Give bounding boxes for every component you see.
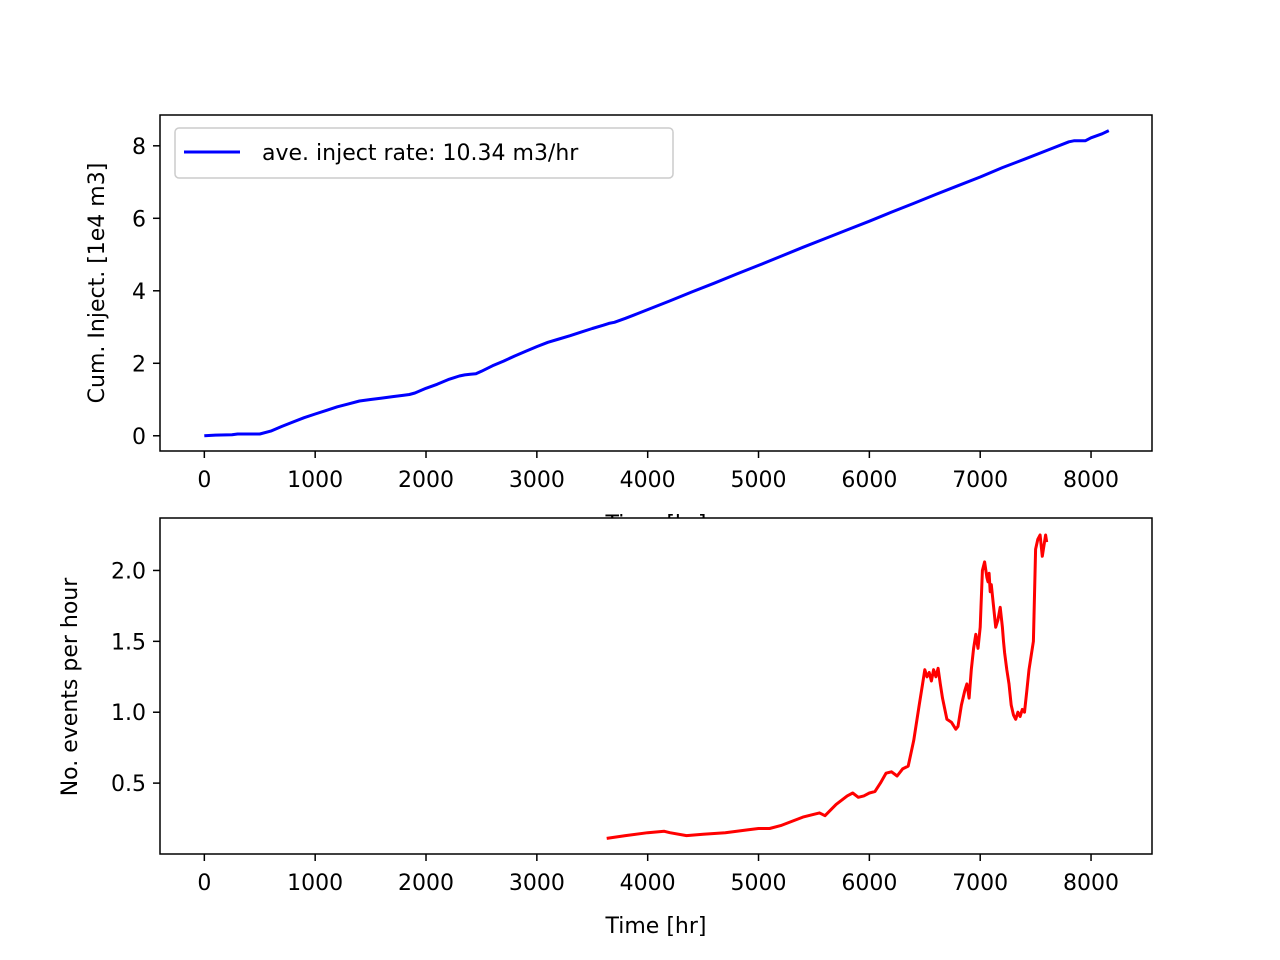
top-x-tick-label: 3000	[509, 468, 565, 493]
bottom-y-tick-label: 0.5	[111, 772, 146, 797]
bottom-panel: 0 1000 2000 3000 4000 5000 6000 7000 8000 0.5 1.0…	[58, 517, 1153, 939]
bottom-x-tick-label: 6000	[841, 871, 897, 896]
bottom-x-tick-label: 0	[197, 871, 211, 896]
top-x-ticks: 0 1000 2000 3000 4000 5000 6000 7000 8000	[197, 451, 1119, 493]
bottom-y-tick-label: 2.0	[111, 559, 146, 584]
bottom-axes-frame	[159, 517, 1153, 855]
top-legend: ave. inject rate: 10.34 m3/hr	[174, 127, 674, 179]
top-y-tick-label: 0	[132, 425, 146, 450]
bottom-x-tick-label: 3000	[509, 871, 565, 896]
top-series-line-0	[204, 129, 1110, 438]
top-x-tick-label: 2000	[398, 468, 454, 493]
bottom-x-axis-label: Time [hr]	[605, 914, 707, 939]
bottom-x-ticks: 0 1000 2000 3000 4000 5000 6000 7000 8000	[197, 854, 1119, 896]
top-x-tick-label: 5000	[731, 468, 787, 493]
bottom-x-tick-label: 1000	[287, 871, 343, 896]
bottom-y-axis-label: No. events per hour	[58, 577, 83, 797]
top-y-tick-label: 8	[132, 135, 146, 160]
top-x-tick-label: 1000	[287, 468, 343, 493]
top-y-tick-label: 4	[132, 280, 146, 305]
bottom-x-tick-label: 4000	[620, 871, 676, 896]
top-y-ticks: 0 2 4 6 8	[132, 135, 160, 450]
bottom-x-tick-label: 7000	[952, 871, 1008, 896]
legend-entry-label: ave. inject rate: 10.34 m3/hr	[262, 141, 579, 166]
top-x-tick-label: 8000	[1063, 468, 1119, 493]
bottom-x-tick-label: 8000	[1063, 871, 1119, 896]
top-x-tick-label: 7000	[952, 468, 1008, 493]
top-y-tick-label: 2	[132, 352, 146, 377]
bottom-x-tick-label: 2000	[398, 871, 454, 896]
top-y-axis-label: Cum. Inject. [1e4 m3]	[85, 163, 110, 404]
top-series-group	[204, 129, 1110, 438]
bottom-axes-background	[160, 518, 1152, 854]
bottom-x-tick-label: 5000	[731, 871, 787, 896]
bottom-series-line-0	[606, 533, 1049, 840]
legend-frame	[174, 127, 674, 179]
bottom-y-ticks: 0.5 1.0 1.5 2.0	[111, 559, 160, 797]
top-x-tick-label: 6000	[841, 468, 897, 493]
top-y-tick-label: 6	[132, 207, 146, 232]
top-panel: 0 1000 2000 3000 4000 5000 6000 7000 8000 02468 …	[85, 114, 1153, 537]
top-axes-frame	[159, 114, 1153, 452]
bottom-y-tick-label: 1.5	[111, 630, 146, 655]
top-x-tick-label: 4000	[620, 468, 676, 493]
top-x-tick-label: 0	[197, 468, 211, 493]
bottom-y-tick-label: 1.0	[111, 701, 146, 726]
bottom-series-group	[606, 533, 1049, 840]
